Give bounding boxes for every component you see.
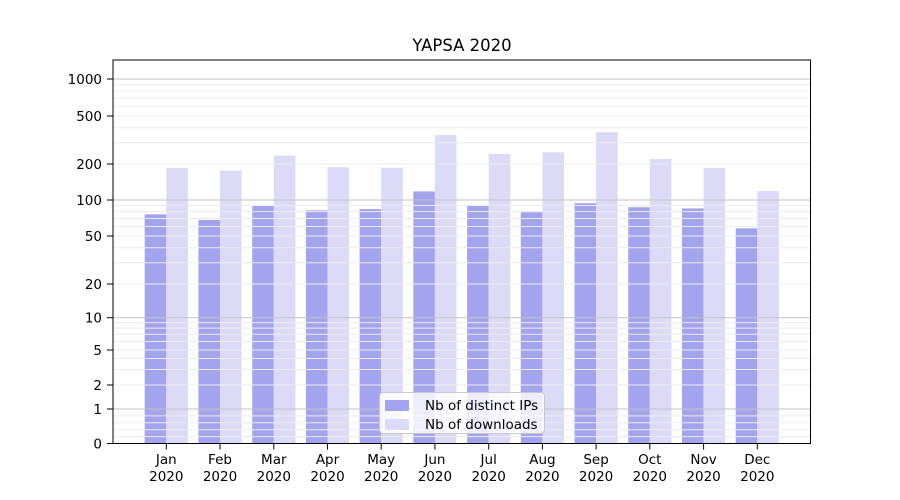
x-tick-label-year: 2020 — [525, 469, 559, 485]
bar-ips-dec-2020 — [735, 228, 758, 444]
y-tick-label: 2 — [93, 378, 102, 394]
y-tick-label: 50 — [85, 229, 102, 245]
gridlines-layer — [113, 78, 811, 438]
bar-downloads-mar-2020 — [273, 155, 296, 444]
chart-title: YAPSA 2020 — [412, 36, 512, 55]
x-tick-label-month: Aug — [529, 452, 555, 468]
x-tick-label-month: Apr — [316, 452, 340, 468]
x-tick-label-month: Jul — [480, 452, 497, 468]
x-tick-label-year: 2020 — [740, 469, 774, 485]
x-tick-label-year: 2020 — [149, 469, 183, 485]
x-axis: Jan2020Feb2020Mar2020Apr2020May2020Jun20… — [149, 443, 774, 485]
bar-downloads-nov-2020 — [703, 168, 726, 444]
x-tick-label-month: Mar — [261, 452, 287, 468]
bar-ips-mar-2020 — [252, 205, 274, 444]
x-tick-label-month: May — [367, 452, 395, 468]
legend-swatch-downloads — [385, 419, 409, 430]
legend-item-downloads: Nb of downloads — [385, 415, 544, 434]
legend-item-distinct-ips: Nb of distinct IPs — [385, 396, 544, 415]
bar-downloads-jun-2020 — [434, 135, 457, 444]
bar-ips-feb-2020 — [198, 220, 220, 444]
bar-ips-sep-2020 — [574, 203, 597, 444]
legend-label-downloads: Nb of downloads — [425, 416, 538, 433]
bar-ips-may-2020 — [359, 209, 382, 444]
legend-swatch-distinct-ips — [385, 400, 409, 411]
bar-downloads-oct-2020 — [649, 159, 672, 444]
x-tick-label-year: 2020 — [472, 469, 506, 485]
bar-downloads-jan-2020 — [166, 168, 188, 444]
x-tick-label-month: Jan — [155, 452, 177, 468]
x-tick-label-year: 2020 — [633, 469, 667, 485]
y-tick-label: 20 — [85, 277, 102, 293]
x-tick-label-year: 2020 — [364, 469, 398, 485]
bar-ips-oct-2020 — [628, 207, 650, 444]
legend-label-distinct-ips: Nb of distinct IPs — [425, 397, 539, 414]
x-tick-label-year: 2020 — [579, 469, 613, 485]
y-tick-label: 0 — [93, 436, 102, 452]
legend: Nb of distinct IPs Nb of downloads — [379, 392, 545, 434]
bar-downloads-aug-2020 — [542, 152, 564, 444]
x-tick-label-year: 2020 — [686, 469, 720, 485]
x-tick-label-month: Oct — [638, 452, 661, 468]
y-tick-label: 100 — [76, 193, 102, 209]
y-tick-label: 500 — [76, 109, 102, 125]
x-tick-label-month: Dec — [744, 452, 770, 468]
y-tick-label: 200 — [76, 157, 102, 173]
y-tick-label: 5 — [93, 343, 102, 359]
bar-ips-jul-2020 — [467, 205, 489, 444]
bar-ips-jan-2020 — [144, 214, 167, 444]
plot-border — [112, 59, 811, 444]
bar-downloads-may-2020 — [381, 167, 403, 444]
y-axis: 0 1 2 5 10 20 50 100 200 500 1000 — [68, 72, 113, 452]
x-tick-label-month: Sep — [583, 452, 608, 468]
x-tick-label-year: 2020 — [203, 469, 237, 485]
x-tick-label-month: Feb — [208, 452, 232, 468]
x-tick-label-month: Jun — [423, 452, 445, 468]
y-tick-label: 1 — [93, 402, 102, 418]
y-tick-label: 10 — [85, 311, 102, 327]
bar-downloads-apr-2020 — [327, 167, 350, 444]
y-tick-label: 1000 — [68, 72, 102, 88]
x-tick-label-year: 2020 — [257, 469, 291, 485]
x-tick-label-month: Nov — [690, 452, 716, 468]
bar-ips-nov-2020 — [682, 208, 704, 444]
x-tick-label-year: 2020 — [310, 469, 344, 485]
x-tick-label-year: 2020 — [418, 469, 452, 485]
bar-downloads-feb-2020 — [220, 170, 242, 444]
bar-downloads-sep-2020 — [596, 132, 618, 444]
